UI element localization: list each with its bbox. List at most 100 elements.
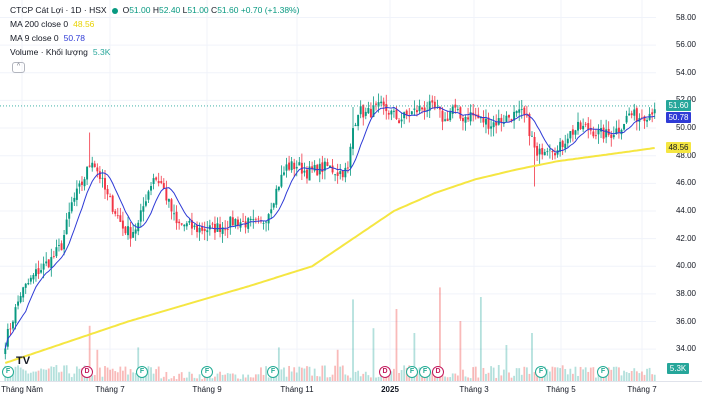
candle-body: [531, 135, 533, 137]
candle-body: [382, 101, 385, 106]
candle-body: [11, 321, 14, 329]
financials-event-icon[interactable]: F: [2, 366, 14, 378]
candle-body: [27, 283, 30, 285]
candle-body: [323, 161, 326, 171]
financials-event-icon[interactable]: F: [597, 366, 609, 378]
volume-bar: [316, 376, 319, 381]
volume-bar: [472, 367, 475, 381]
volume-bar: [582, 369, 585, 381]
candle-body: [83, 179, 86, 187]
price-tag-0: 51.60: [666, 100, 691, 112]
candle-body: [577, 121, 579, 131]
volume-bar: [93, 374, 96, 381]
financials-event-icon[interactable]: F: [136, 366, 148, 378]
volume-bar: [454, 373, 457, 381]
price-tick-label: 46.00: [675, 178, 696, 188]
candle-body: [180, 223, 183, 225]
volume-bar: [165, 371, 168, 381]
volume-bar: [469, 378, 472, 381]
volume-bar: [196, 378, 198, 381]
volume-bar: [170, 378, 173, 381]
volume-bar: [510, 377, 513, 381]
candle-body: [109, 196, 112, 198]
candle-body: [454, 104, 457, 108]
volume-bar: [104, 366, 106, 381]
dividend-event-icon[interactable]: D: [81, 366, 93, 378]
open-label: O: [122, 5, 130, 16]
volume-bar: [303, 368, 306, 381]
volume-bar: [88, 325, 91, 381]
volume-bar: [551, 366, 554, 381]
volume-bar: [116, 372, 119, 381]
volume-bar: [413, 333, 416, 381]
candle-body: [155, 177, 158, 180]
candle-body: [70, 202, 73, 212]
volume-bar: [180, 372, 183, 381]
candle-body: [50, 257, 53, 268]
candle-body: [612, 135, 615, 138]
candle-body: [211, 223, 214, 225]
tradingview-logo[interactable]: TV: [16, 355, 31, 367]
volume-bar: [331, 374, 334, 381]
volume-bar: [37, 370, 40, 381]
candle-body: [564, 143, 567, 149]
financials-event-icon[interactable]: F: [406, 366, 418, 378]
financials-event-icon[interactable]: F: [267, 366, 279, 378]
candle-body: [413, 108, 416, 110]
volume-bar: [224, 374, 227, 381]
candle-body: [528, 113, 531, 137]
volume-bar: [198, 374, 201, 381]
legend-collapse-row[interactable]: ^: [10, 60, 299, 74]
volume-bar: [456, 375, 459, 381]
volume-bar: [178, 373, 181, 381]
volume-bar: [231, 373, 234, 381]
candle-body: [306, 169, 308, 179]
candle-body: [587, 123, 590, 130]
candle-body: [22, 287, 25, 298]
volume-bar: [375, 377, 377, 381]
legend-volume-row[interactable]: Volume · Khối lượng 5.3K: [10, 46, 299, 60]
volume-bar: [239, 378, 242, 381]
candle-body: [377, 102, 380, 107]
candle-body: [461, 118, 464, 122]
volume-bar: [183, 377, 186, 381]
candle-body: [116, 215, 119, 217]
candle-body: [206, 230, 209, 233]
volume-bar: [600, 375, 602, 381]
candle-body: [400, 119, 403, 122]
candle-body: [362, 104, 365, 118]
candle-body: [497, 118, 500, 125]
dividend-event-icon[interactable]: D: [379, 366, 391, 378]
volume-bar: [610, 369, 613, 381]
candle-body: [421, 107, 424, 110]
candle-body: [290, 161, 293, 171]
price-tick-label: 50.00: [675, 123, 696, 133]
legend-ma200-row[interactable]: MA 200 close 0 48.56: [10, 18, 299, 32]
candle-body: [257, 218, 260, 220]
volume-bar: [96, 349, 99, 381]
high-value: 52.40: [159, 5, 181, 16]
financials-event-icon[interactable]: F: [419, 366, 431, 378]
collapse-legend-icon[interactable]: ^: [12, 61, 25, 73]
financials-event-icon[interactable]: F: [535, 366, 547, 378]
candle-body: [144, 201, 147, 206]
price-tick-label: 58.00: [675, 12, 696, 22]
volume-bar: [490, 366, 492, 381]
financials-event-icon[interactable]: F: [201, 366, 213, 378]
volume-bar: [32, 371, 35, 381]
volume-bar: [308, 366, 311, 381]
candle-body: [459, 107, 462, 119]
volume-bar: [520, 374, 523, 381]
volume-bar: [367, 375, 370, 381]
volume-bar: [377, 376, 380, 381]
volume-bar: [293, 367, 296, 381]
candle-body: [196, 225, 199, 233]
volume-bar: [160, 378, 163, 381]
volume-bar: [50, 366, 53, 381]
dividend-event-icon[interactable]: D: [432, 366, 444, 378]
legend-ma9-row[interactable]: MA 9 close 0 50.78: [10, 32, 299, 46]
high-label: H: [152, 5, 159, 16]
candle-body: [441, 110, 444, 122]
